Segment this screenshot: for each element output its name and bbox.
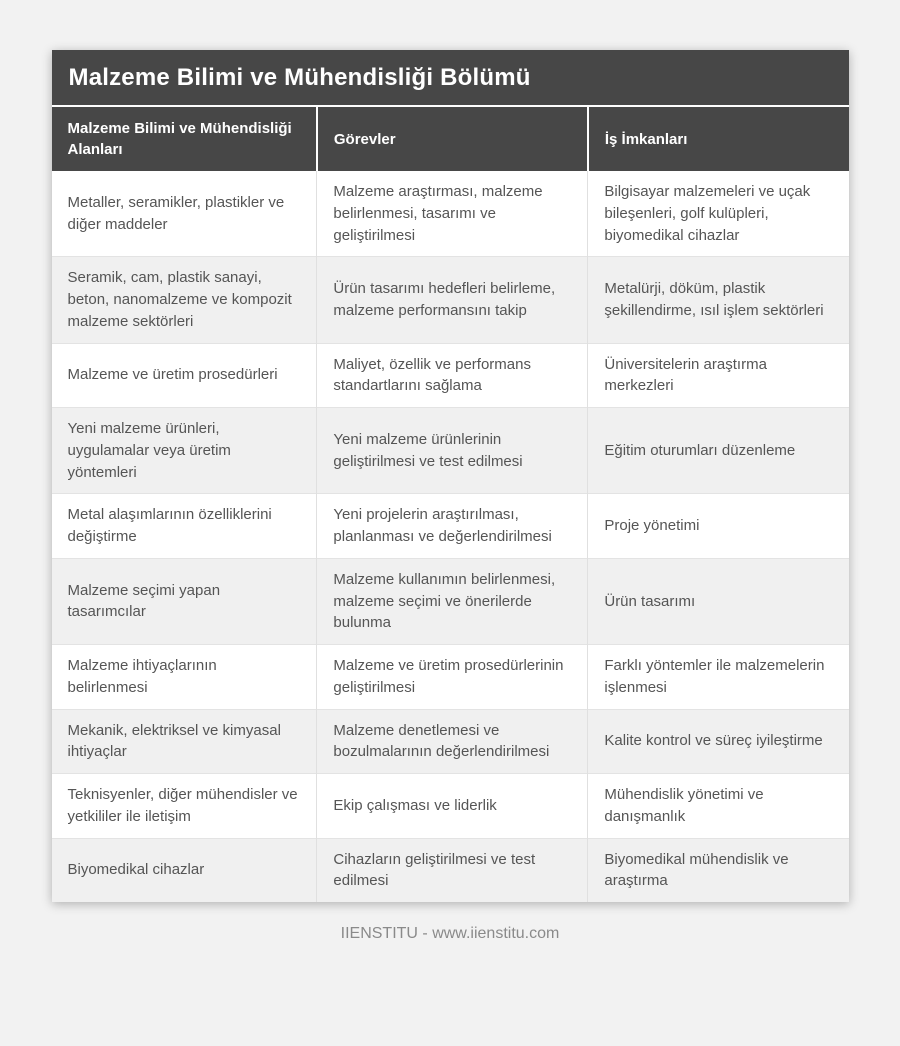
table-cell: Metalürji, döküm, plastik şekillendirme,… bbox=[587, 256, 849, 343]
table-cell: Mekanik, elektriksel ve kimyasal ihtiyaç… bbox=[51, 708, 317, 774]
column-header: Görevler bbox=[315, 107, 588, 171]
page: Malzeme Bilimi ve Mühendisliği Bölümü Ma… bbox=[0, 50, 900, 943]
table-cell: Metal alaşımlarının özelliklerini değişt… bbox=[51, 493, 317, 559]
table-cell: Farklı yöntemler ile malzemelerin işlenm… bbox=[587, 644, 849, 709]
table-cell: Malzeme ihtiyaçlarının belirlenmesi bbox=[51, 644, 317, 709]
table-row: Teknisyenler, diğer mühendisler ve yetki… bbox=[51, 773, 849, 838]
table-cell: Malzeme ve üretim prosedürlerinin gelişt… bbox=[316, 644, 588, 709]
table-row: Metaller, seramikler, plastikler ve diğe… bbox=[51, 171, 849, 257]
page-title: Malzeme Bilimi ve Mühendisliği Bölümü bbox=[51, 50, 849, 107]
table-cell: Malzeme araştırması, malzeme belirlenmes… bbox=[316, 171, 588, 257]
table-cell: Cihazların geliştirilmesi ve test edilme… bbox=[316, 837, 588, 902]
table-row: Yeni malzeme ürünleri, uygulamalar veya … bbox=[51, 406, 849, 494]
column-header: Malzeme Bilimi ve Mühendisliği Alanları bbox=[51, 107, 317, 171]
table-row: Malzeme ve üretim prosedürleri Maliyet, ö… bbox=[51, 342, 849, 408]
table-cell: Yeni malzeme ürünlerinin geliştirilmesi … bbox=[316, 406, 588, 494]
table-cell: Yeni projelerin araştırılması, planlanma… bbox=[316, 493, 588, 559]
table-row: Mekanik, elektriksel ve kimyasal ihtiyaç… bbox=[51, 708, 849, 774]
table-row: Biyomedikal cihazlar Cihazların geliştiri… bbox=[51, 837, 849, 902]
table-cell: Metaller, seramikler, plastikler ve diğe… bbox=[67, 193, 285, 233]
table-cell: Malzeme denetlemesi ve bozulmalarının de… bbox=[316, 708, 588, 774]
table-cell: Eğitim oturumları düzenleme bbox=[587, 406, 849, 494]
table-cell: Kalite kontrol ve süreç iyileştirme bbox=[587, 708, 849, 774]
table-cell: Biyomedikal cihazlar bbox=[51, 837, 317, 902]
table-cell: Ürün tasarımı hedefleri belirleme, malze… bbox=[316, 256, 588, 343]
table-cell: Malzeme kullanımın belirlenmesi, malzeme… bbox=[316, 557, 588, 645]
table-cell: Yeni malzeme ürünleri, uygulamalar veya … bbox=[51, 406, 317, 494]
column-header: İş İmkanları bbox=[586, 107, 849, 171]
table-cell: Seramik, cam, plastik sanayi, beton, nan… bbox=[51, 256, 317, 343]
table-row: Malzeme ihtiyaçlarının belirlenmesi Malze… bbox=[51, 644, 849, 709]
header-row: Malzeme Bilimi ve Mühendisliği Alanları G… bbox=[51, 107, 849, 171]
table-cell: Maliyet, özellik ve performans standartl… bbox=[316, 342, 588, 408]
table-cell: Proje yönetimi bbox=[587, 493, 849, 559]
table-row: Malzeme seçimi yapan tasarımcılar Malzeme… bbox=[51, 557, 849, 645]
table-row: Metal alaşımlarının özelliklerini değişt… bbox=[51, 493, 849, 559]
table-cell: Biyomedikal mühendislik ve araştırma bbox=[587, 837, 849, 902]
table-cell: Mühendislik yönetimi ve danışmanlık bbox=[587, 773, 849, 838]
table-cell: Malzeme seçimi yapan tasarımcılar bbox=[51, 557, 317, 645]
footer-credit: IIENSTITU - www.iienstitu.com bbox=[340, 925, 560, 942]
table-cell: Üniversitelerin araştırma merkezleri bbox=[587, 342, 849, 408]
info-table: Malzeme Bilimi ve Mühendisliği Alanları G… bbox=[51, 107, 849, 902]
table-cell: Bilgisayar malzemeleri ve uçak bileşenle… bbox=[587, 171, 849, 257]
table-row: Seramik, cam, plastik sanayi, beton, nan… bbox=[51, 256, 849, 343]
table-cell: Ürün tasarımı bbox=[587, 557, 849, 645]
table-cell: Ekip çalışması ve liderlik bbox=[316, 773, 588, 838]
table-card: Malzeme Bilimi ve Mühendisliği Bölümü Ma… bbox=[51, 50, 849, 902]
table-cell: Malzeme ve üretim prosedürleri bbox=[51, 342, 317, 408]
table-cell: Teknisyenler, diğer mühendisler ve yetki… bbox=[51, 773, 317, 838]
